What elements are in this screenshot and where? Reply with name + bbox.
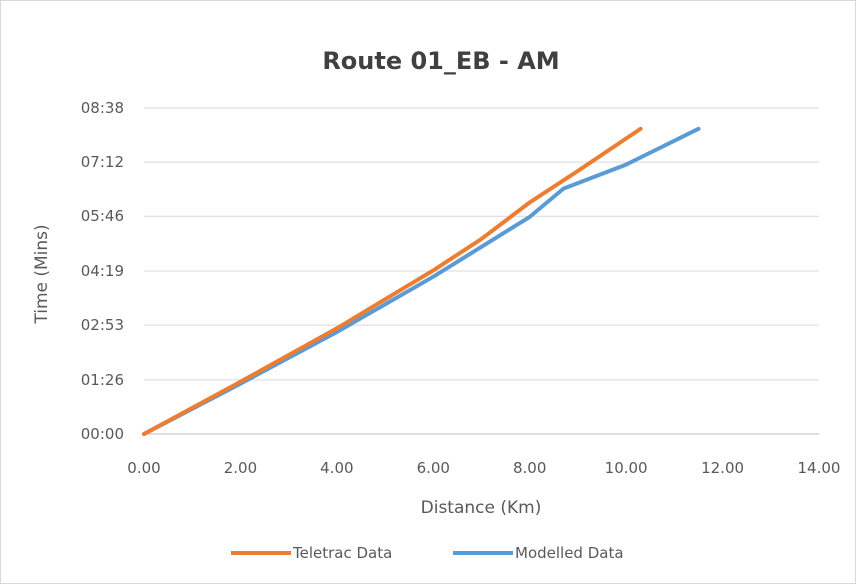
x-axis-ticks: 0.00 2.00 4.00 6.00 8.00 10.00 12.00 14.00 (127, 459, 840, 477)
x-tick-label: 4.00 (320, 459, 353, 477)
x-tick-label: 14.00 (798, 459, 841, 477)
y-tick-label: 07:12 (81, 153, 124, 171)
y-tick-label: 02:53 (81, 316, 124, 334)
x-tick-label: 8.00 (513, 459, 546, 477)
x-axis-label: Distance (Km) (421, 498, 542, 518)
x-tick-label: 2.00 (224, 459, 257, 477)
y-axis-label: Time (Mins) (32, 224, 52, 324)
x-tick-label: 0.00 (127, 459, 160, 477)
chart-title: Route 01_EB - AM (322, 47, 559, 75)
y-tick-label: 00:00 (81, 425, 124, 443)
y-axis-ticks: 00:00 01:26 02:53 04:19 05:46 07:12 08:38 (81, 99, 124, 443)
legend: Teletrac Data Modelled Data (231, 544, 624, 562)
y-tick-label: 05:46 (81, 207, 124, 225)
x-tick-label: 6.00 (417, 459, 450, 477)
x-tick-label: 10.00 (605, 459, 648, 477)
legend-label-modelled-data: Modelled Data (515, 544, 624, 562)
legend-label-teletrac-data: Teletrac Data (292, 544, 392, 562)
gridlines (144, 107, 819, 381)
series-line-teletrac-data (142, 126, 643, 436)
y-tick-label: 04:19 (81, 262, 124, 280)
series-lines (142, 126, 701, 436)
y-tick-label: 01:26 (81, 371, 124, 389)
y-tick-label: 08:38 (81, 99, 124, 117)
x-tick-label: 12.00 (701, 459, 744, 477)
